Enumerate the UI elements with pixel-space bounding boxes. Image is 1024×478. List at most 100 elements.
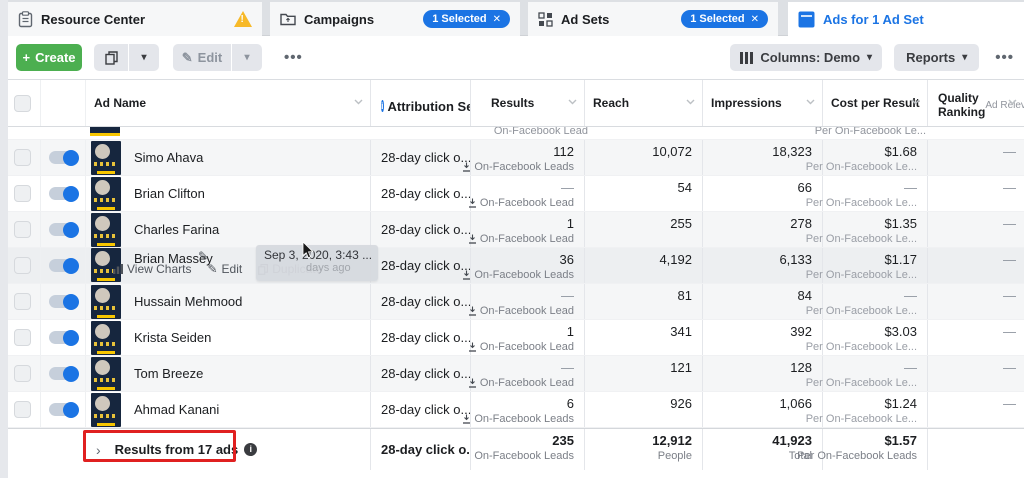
ad-status-toggle[interactable] — [48, 185, 79, 202]
tab-campaigns[interactable]: Campaigns 1 Selected ✕ — [270, 2, 520, 36]
more-options-button[interactable]: ••• — [995, 49, 1014, 66]
info-icon[interactable]: i — [381, 100, 384, 112]
columns-icon — [740, 51, 754, 64]
columns-label: Columns: Demo — [760, 50, 861, 65]
results-value: 1 — [566, 324, 574, 339]
table-row: Ahmad Kanani 28-day click o... 6 On-Face… — [8, 392, 1024, 428]
cost-value: $1.24 — [884, 396, 917, 411]
ad-name-link[interactable]: Krista Seiden — [134, 330, 212, 345]
header-sublabel: Ad Relevance ... — [985, 99, 1024, 111]
edit-dropdown-caret[interactable]: ▾ — [232, 44, 262, 71]
inline-edit-pencil-icon[interactable]: ✎ — [198, 249, 209, 263]
selected-count-badge[interactable]: 1 Selected ✕ — [681, 10, 768, 28]
ad-thumbnail — [91, 140, 121, 175]
thumbnail-face — [95, 287, 110, 303]
tab-ad-sets[interactable]: Ad Sets 1 Selected ✕ — [528, 2, 778, 36]
ad-name-link[interactable]: Brian Massey — [134, 251, 213, 266]
thumbnail-face — [95, 395, 110, 411]
results-sub: On-Facebook Leads — [474, 413, 574, 425]
tab-label: Campaigns — [304, 11, 375, 27]
reach-value: 81 — [677, 288, 692, 303]
tab-resource-center[interactable]: Resource Center — [8, 2, 262, 36]
column-header-reach[interactable]: Reach — [584, 80, 702, 126]
toggle-knob — [62, 329, 79, 346]
tab-ads[interactable]: Ads for 1 Ad Set — [788, 2, 1024, 36]
quality-ranking-value: — — [1003, 216, 1016, 231]
expand-results-chevron-icon[interactable]: › — [96, 441, 101, 458]
row-checkbox[interactable] — [14, 149, 31, 166]
toggle-knob — [62, 293, 79, 310]
edit-button[interactable]: ✎ Edit — [173, 44, 231, 71]
clear-selection-icon[interactable]: ✕ — [492, 13, 501, 25]
ad-name-link[interactable]: Brian Clifton — [134, 186, 205, 201]
row-checkbox[interactable] — [14, 365, 31, 382]
duplicate-dropdown-caret[interactable]: ▾ — [129, 44, 159, 71]
ad-name-link[interactable]: Ahmad Kanani — [134, 402, 220, 417]
row-checkbox[interactable] — [14, 401, 31, 418]
ad-name-link[interactable]: Tom Breeze — [134, 366, 204, 381]
cost-value: $3.03 — [884, 324, 917, 339]
attribution-value: 28-day click o... — [370, 356, 470, 391]
reports-button[interactable]: Reports ▾ — [894, 44, 980, 71]
column-header-ad-name[interactable]: Ad Name — [85, 80, 370, 126]
view-charts-button[interactable]: View Charts — [113, 262, 191, 276]
cost-sub: Per On-Facebook Le... — [805, 269, 917, 281]
more-actions-button[interactable]: ••• — [284, 49, 303, 66]
results-sub: On-Facebook Leads — [474, 269, 574, 281]
cost-sub: Per On-Facebook Le... — [805, 305, 917, 317]
ad-name-link[interactable]: Hussain Mehmood — [134, 294, 243, 309]
folder-icon — [280, 13, 296, 26]
create-button[interactable]: + Create — [16, 44, 82, 71]
thumbnail-bar — [97, 350, 115, 354]
cost-value: $1.68 — [884, 144, 917, 159]
results-sub: On-Facebook Lead — [479, 233, 574, 245]
attribution-value: 28-day click o... — [370, 320, 470, 355]
selected-count-badge[interactable]: 1 Selected ✕ — [423, 10, 510, 28]
duplicate-button[interactable] — [94, 44, 128, 71]
select-all-checkbox[interactable] — [14, 94, 31, 112]
warning-icon[interactable] — [234, 11, 252, 27]
ad-name-link[interactable]: Charles Farina — [134, 222, 220, 237]
sort-caret-icon — [568, 99, 577, 105]
column-header-impressions[interactable]: Impressions — [702, 80, 822, 126]
table-row: Hussain Mehmood 28-day click o... — On-F… — [8, 284, 1024, 320]
info-icon[interactable]: i — [244, 443, 258, 456]
row-checkbox[interactable] — [14, 293, 31, 310]
header-label: Impressions — [711, 96, 782, 110]
lead-icon — [463, 414, 471, 424]
ad-status-toggle[interactable] — [48, 293, 79, 310]
row-checkbox[interactable] — [14, 185, 31, 202]
results-summary-label[interactable]: Results from 17 ads — [114, 442, 239, 457]
clear-selection-icon[interactable]: ✕ — [750, 13, 759, 25]
ad-status-toggle[interactable] — [48, 329, 79, 346]
toggle-knob — [62, 185, 79, 202]
table-row: Tom Breeze 28-day click o... — On-Facebo… — [8, 356, 1024, 392]
column-header-cost-per-result[interactable]: Cost per Result — [822, 80, 927, 126]
reports-label: Reports — [906, 50, 956, 65]
lead-icon — [468, 378, 476, 388]
edit-row-button[interactable]: ✎ Edit — [207, 262, 242, 276]
attribution-value: 28-day click o... — [370, 212, 470, 247]
row-checkbox[interactable] — [14, 221, 31, 238]
ad-status-toggle[interactable] — [48, 401, 79, 418]
column-header-results[interactable]: Results — [470, 80, 584, 126]
row-checkbox[interactable] — [14, 257, 31, 274]
table-row: Simo Ahava 28-day click o... 112 On-Face… — [8, 140, 1024, 176]
ad-status-toggle[interactable] — [48, 365, 79, 382]
thumbnail-bar — [97, 242, 115, 246]
results-sub: On-Facebook Lead — [479, 341, 574, 353]
impressions-value: 18,323 — [772, 144, 812, 159]
thumbnail-face — [95, 359, 110, 375]
columns-button[interactable]: Columns: Demo ▾ — [730, 44, 883, 71]
thumbnail-dots — [94, 233, 118, 238]
row-checkbox[interactable] — [14, 329, 31, 346]
column-header-quality-ranking[interactable]: Quality Ranking Ad Relevance ... — [927, 80, 1024, 126]
ad-status-toggle[interactable] — [48, 149, 79, 166]
thumbnail-dots — [94, 161, 118, 166]
ad-name-link[interactable]: Simo Ahava — [134, 150, 204, 165]
results-value: 1 — [566, 216, 574, 231]
ad-status-toggle[interactable] — [48, 221, 79, 238]
ad-status-toggle[interactable] — [48, 257, 79, 274]
thumbnail-dots — [94, 197, 118, 202]
